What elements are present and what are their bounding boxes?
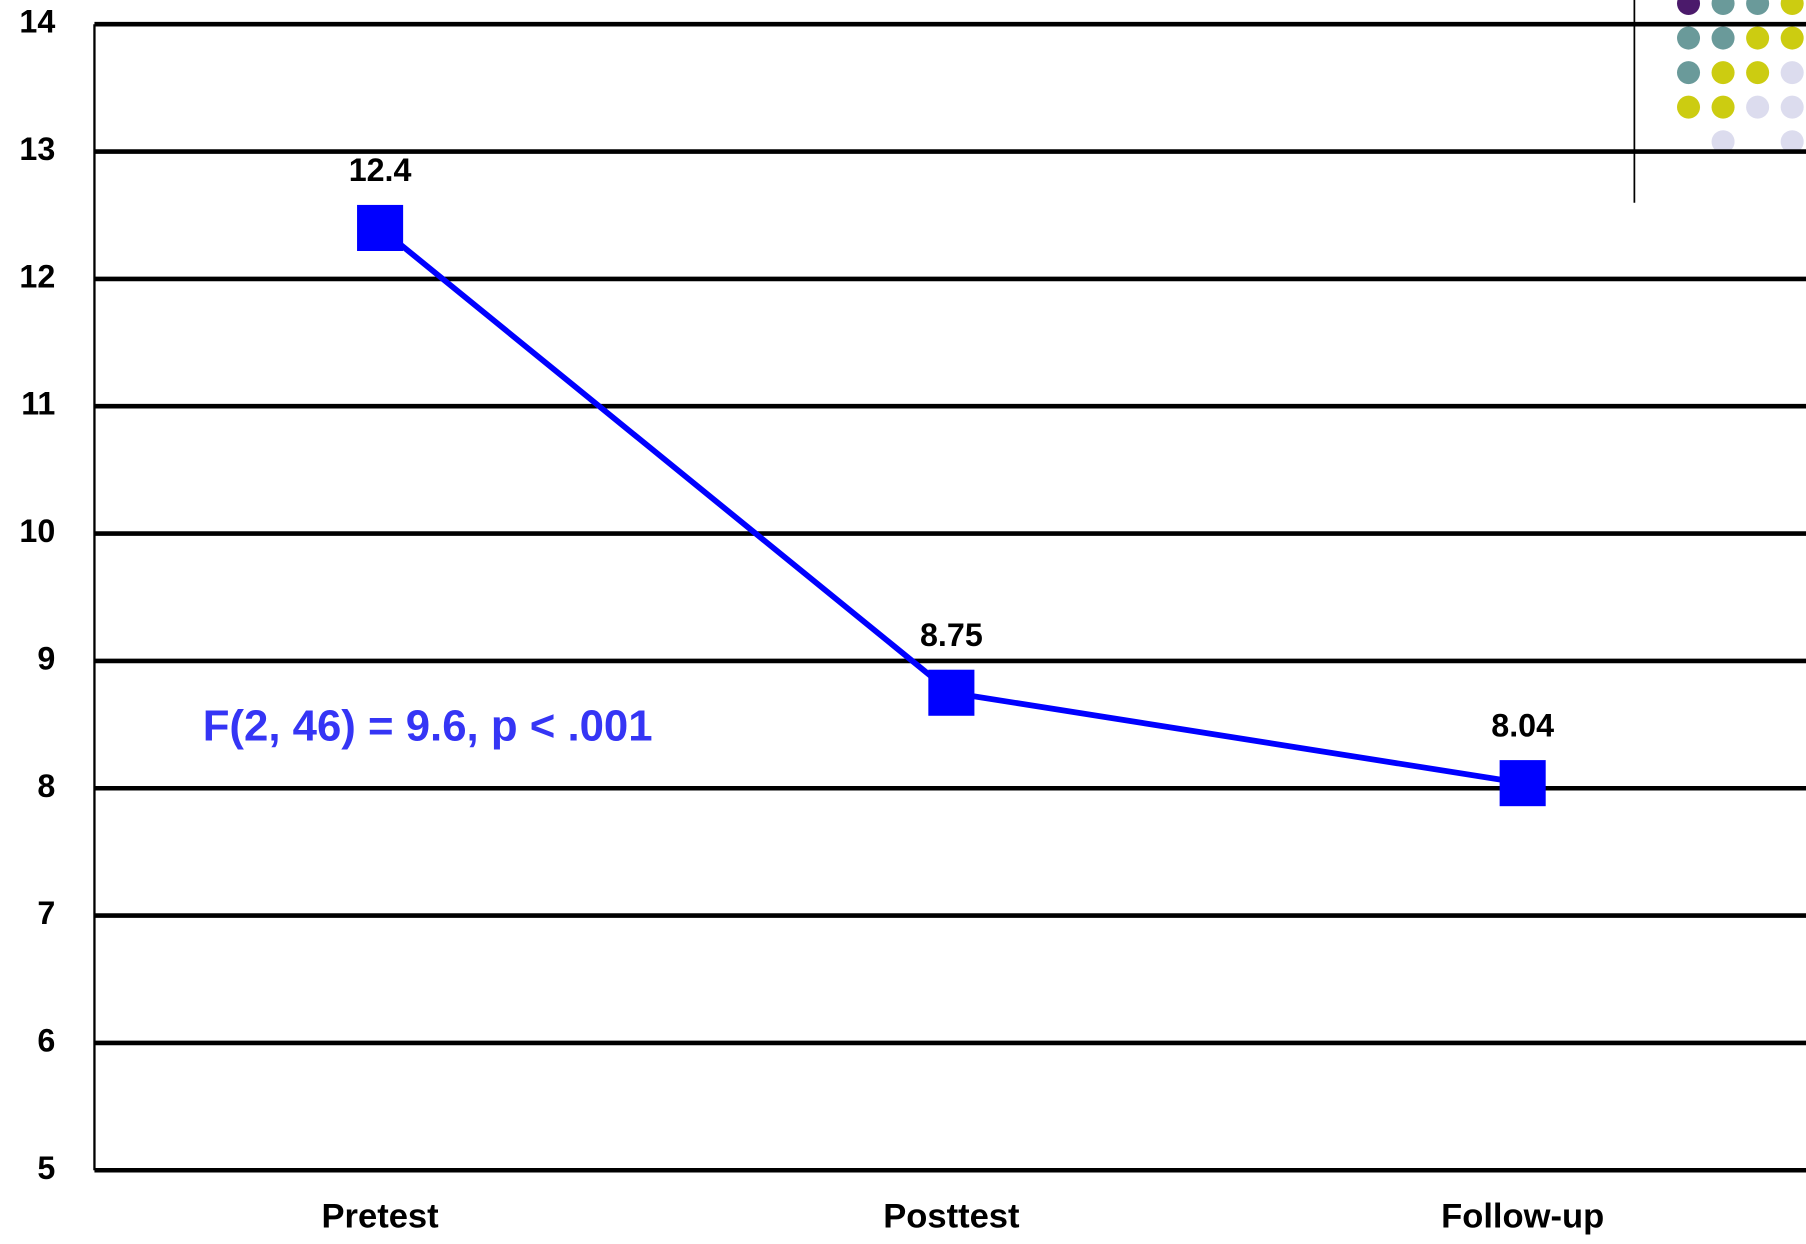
x-tick-label: Follow-up: [1441, 1198, 1604, 1236]
dot: [1746, 61, 1769, 84]
dot: [1677, 27, 1700, 50]
y-tick-label: 9: [37, 640, 55, 676]
marker: [357, 205, 403, 251]
value-label: 8.04: [1491, 707, 1554, 743]
y-tick-label: 6: [37, 1022, 55, 1058]
page: F(2, 46) = 9.6, p < .001 5 6 7 8 9 10 11 12 13 14…: [0, 0, 1806, 1244]
marker: [928, 670, 974, 716]
y-tick-label: 8: [37, 768, 55, 804]
dot: [1712, 27, 1735, 50]
y-tick-label: 14: [19, 4, 55, 40]
dot: [1712, 96, 1735, 119]
dot: [1781, 61, 1804, 84]
x-tick-label: Posttest: [883, 1198, 1020, 1236]
dot: [1781, 96, 1804, 119]
dot: [1712, 61, 1735, 84]
x-tick-label: Pretest: [322, 1198, 440, 1236]
y-tick-label: 7: [37, 895, 55, 931]
y-tick-label: 11: [21, 386, 55, 422]
dot: [1746, 27, 1769, 50]
y-tick-label: 13: [19, 131, 55, 167]
y-tick-label: 10: [19, 513, 55, 549]
marker: [1500, 760, 1546, 806]
value-label: 8.75: [920, 617, 983, 653]
dot: [1781, 27, 1804, 50]
y-tick-label: 5: [37, 1150, 55, 1186]
background: [0, 0, 1806, 1244]
annotation: F(2, 46) = 9.6, p < .001: [203, 702, 653, 751]
value-label: 12.4: [349, 152, 412, 188]
dot: [1677, 61, 1700, 84]
dot: [1746, 96, 1769, 119]
y-tick-label: 12: [19, 258, 55, 294]
chart: F(2, 46) = 9.6, p < .001 5 6 7 8 9 10 11 12 13 14…: [0, 0, 1806, 1244]
dot: [1677, 96, 1700, 119]
